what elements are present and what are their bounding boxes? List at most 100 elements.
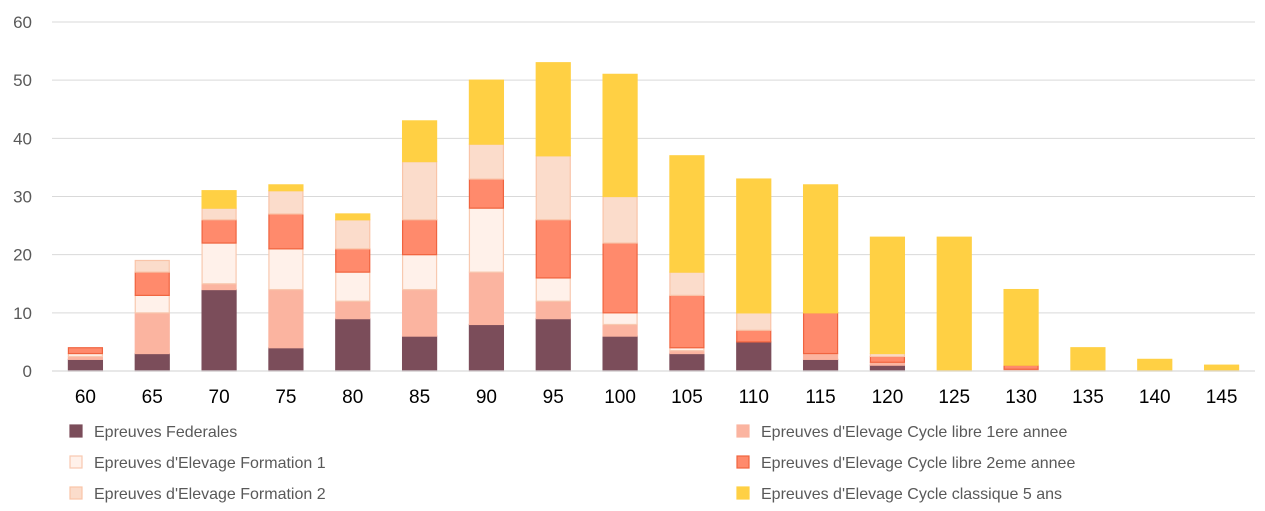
- legend-label: Epreuves Federales: [94, 424, 237, 441]
- legend-swatch: [736, 424, 750, 438]
- bar-segment: [67, 358, 104, 372]
- bar-segment: [268, 248, 304, 291]
- bar-segment: [335, 300, 371, 320]
- bar-segment: [602, 73, 638, 198]
- bar-segment: [936, 236, 972, 372]
- x-tick-label: 70: [209, 387, 230, 408]
- bar-segment: [736, 329, 772, 343]
- x-tick-label: 100: [604, 387, 636, 408]
- bar-segment: [335, 271, 371, 302]
- y-tick-label: 60: [13, 13, 32, 32]
- bar-segment: [669, 155, 705, 273]
- bar-segment: [802, 358, 839, 372]
- legend-label: Epreuves d'Elevage Cycle classique 5 ans: [761, 486, 1062, 503]
- bar-segment: [401, 288, 438, 337]
- bar-segment: [669, 271, 705, 296]
- bar-segment: [535, 219, 571, 279]
- bar-segment: [201, 219, 237, 244]
- x-tick-label: 95: [543, 387, 564, 408]
- bar-segment: [468, 323, 505, 372]
- bar-segment: [335, 248, 371, 273]
- bar-segment: [201, 190, 237, 209]
- bar-segment: [669, 352, 705, 372]
- bar-segment: [736, 341, 772, 372]
- x-tick-label: 65: [142, 387, 163, 408]
- bar-segment: [468, 178, 505, 209]
- x-tick-label: 110: [739, 387, 769, 408]
- bar-segment: [201, 283, 237, 291]
- legend-swatch: [736, 455, 750, 469]
- y-tick-label: 40: [13, 129, 32, 148]
- bar-segment: [134, 352, 170, 372]
- y-tick-label: 0: [23, 362, 32, 381]
- bar-segment: [602, 335, 638, 372]
- bar-segment: [602, 195, 638, 244]
- bar-segment: [602, 312, 638, 326]
- bar-segment: [1070, 347, 1106, 372]
- bar-segment: [535, 62, 571, 157]
- x-tick-label: 60: [75, 387, 96, 408]
- x-tick-label: 115: [805, 387, 835, 408]
- bar-segment: [802, 352, 839, 360]
- bar-segment: [201, 207, 237, 221]
- y-tick-label: 10: [13, 304, 32, 323]
- bar-segment: [535, 300, 571, 320]
- bar-segment: [736, 178, 772, 314]
- bar-segment: [401, 254, 438, 291]
- bar-segment: [134, 294, 170, 314]
- bar-segment: [201, 288, 237, 372]
- bar-segment: [535, 318, 571, 372]
- x-tick-label: 105: [671, 387, 703, 408]
- bar-segment: [268, 190, 304, 215]
- legend-swatch: [69, 455, 83, 469]
- legend-label: Epreuves d'Elevage Cycle libre 2eme anne…: [761, 455, 1075, 472]
- x-tick-label: 140: [1139, 387, 1171, 408]
- bar-segment: [268, 213, 304, 250]
- bar-segment: [869, 364, 906, 372]
- bar-segment: [67, 347, 104, 355]
- x-tick-label: 125: [938, 387, 970, 408]
- bar-segment: [401, 335, 438, 372]
- bar-segment: [802, 312, 839, 355]
- bar-segment: [1137, 358, 1173, 372]
- x-tick-label: 120: [872, 387, 904, 408]
- legend-label: Epreuves d'Elevage Formation 1: [94, 455, 326, 472]
- bar-segment: [268, 347, 304, 372]
- bar-segment: [401, 219, 438, 256]
- bar-segment: [736, 312, 772, 331]
- bar-segment: [1203, 364, 1240, 372]
- x-tick-label: 145: [1206, 387, 1238, 408]
- bar-segment: [1003, 364, 1039, 370]
- bar-segment: [1003, 288, 1039, 366]
- bar-segment: [401, 120, 438, 163]
- bar-segment: [468, 79, 505, 145]
- bar-segment: [602, 323, 638, 337]
- x-tick-label: 75: [275, 387, 296, 408]
- bar-segment: [468, 207, 505, 273]
- x-tick-label: 85: [409, 387, 430, 408]
- legend-label: Epreuves d'Elevage Cycle libre 1ere anne…: [761, 424, 1067, 441]
- y-tick-label: 50: [13, 71, 32, 90]
- bar-segment: [669, 294, 705, 349]
- bar-segment: [134, 259, 170, 273]
- bar-segment: [468, 271, 505, 326]
- legend: Epreuves Federales Epreuves d'Elevage Cyc…: [69, 424, 1075, 503]
- legend-swatch: [736, 486, 750, 500]
- bar-segment: [802, 184, 839, 314]
- bar-segment: [335, 318, 371, 372]
- legend-swatch: [69, 486, 83, 500]
- bar-segment: [869, 236, 906, 355]
- axes: 0 10 20 30 40 50 60 60 65 70 75 80 85 90 95 100 105 110 11…: [13, 13, 1255, 408]
- bar-segment: [535, 155, 571, 221]
- x-tick-label: 135: [1072, 387, 1104, 408]
- bar-segment: [134, 271, 170, 296]
- y-tick-label: 30: [13, 188, 32, 207]
- bar-segment: [134, 312, 170, 355]
- bar-segment: [401, 161, 438, 221]
- y-tick-label: 20: [13, 246, 32, 265]
- bar-segment: [535, 277, 571, 302]
- bar-segment: [335, 213, 371, 221]
- bar-segment: [869, 355, 906, 363]
